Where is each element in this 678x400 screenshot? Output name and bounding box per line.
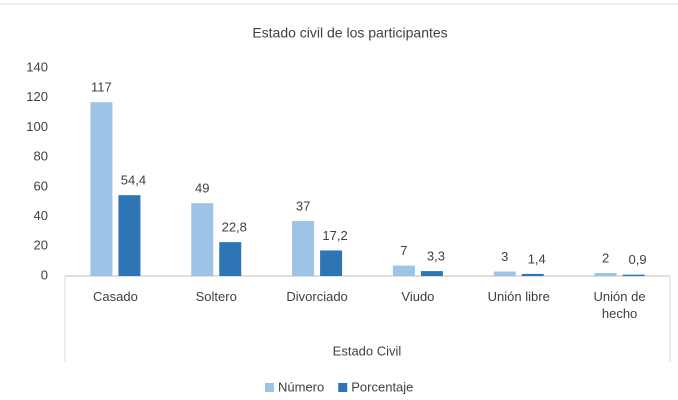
bar — [292, 221, 315, 276]
data-label: 22,8 — [222, 220, 247, 235]
bar — [420, 271, 443, 276]
legend-label: Número — [278, 379, 324, 394]
data-label: 0,9 — [629, 252, 647, 267]
bar — [392, 265, 415, 276]
x-tick-label: Divorciado — [286, 289, 348, 304]
data-label: 3,3 — [427, 249, 445, 264]
legend-swatch — [265, 383, 274, 392]
x-tick-label: Viudo — [401, 289, 435, 304]
x-tick-label: Unión de hecho — [593, 289, 646, 321]
data-label: 117 — [91, 80, 112, 95]
bar — [320, 250, 343, 276]
y-tick-label: 100 — [26, 119, 48, 134]
bar — [594, 273, 617, 276]
bar — [118, 195, 141, 276]
data-label: 3 — [501, 249, 508, 264]
x-tick-label-box: Soltero — [195, 289, 237, 304]
y-tick-label: 140 — [26, 59, 48, 74]
y-tick-label: 120 — [26, 89, 48, 104]
data-label: 17,2 — [322, 228, 347, 243]
bar — [191, 203, 214, 276]
x-tick-label: Unión libre — [487, 289, 550, 304]
legend-swatch — [338, 383, 348, 392]
bar — [521, 273, 544, 276]
bar — [622, 274, 645, 276]
bar — [219, 242, 242, 276]
data-label: 49 — [195, 181, 209, 196]
y-tick-label: 80 — [34, 149, 48, 164]
data-label: 7 — [400, 243, 407, 258]
x-tick-label-box: Casado — [93, 289, 138, 304]
x-tick-label: Soltero — [195, 289, 237, 304]
y-tick-label: 0 — [41, 267, 48, 282]
x-tick-label-box: Unión libre — [487, 289, 550, 304]
data-label: 1,4 — [528, 251, 546, 266]
data-label: 54,4 — [121, 173, 146, 188]
data-label: 37 — [296, 198, 310, 213]
legend-label: Porcentaje — [351, 379, 413, 394]
x-tick-label-box: Unión de hecho — [593, 289, 646, 321]
x-axis-title: Estado Civil — [333, 343, 402, 358]
data-label: 2 — [602, 250, 609, 265]
x-tick-label-box: Viudo — [401, 289, 435, 304]
y-tick-label: 40 — [34, 208, 48, 223]
x-tick-label-box: Divorciado — [286, 289, 348, 304]
x-tick-label: Casado — [93, 289, 138, 304]
bar — [493, 271, 516, 276]
bar — [90, 102, 113, 277]
y-tick-label: 20 — [34, 238, 48, 253]
y-tick-label: 60 — [34, 178, 48, 193]
chart-title: Estado civil de los participantes — [252, 25, 447, 41]
